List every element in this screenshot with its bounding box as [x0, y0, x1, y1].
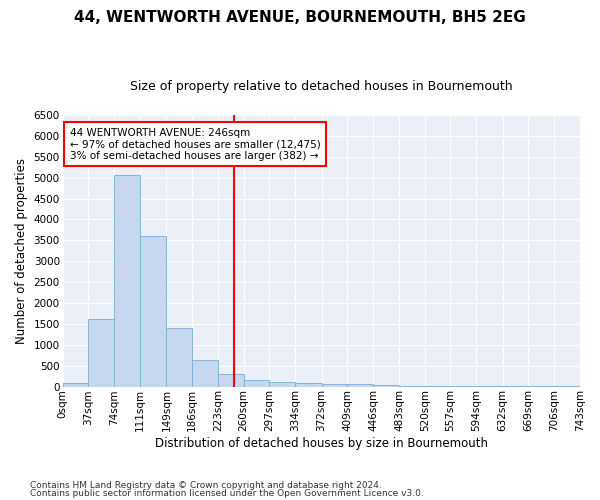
Bar	[192, 360, 218, 386]
Bar	[347, 384, 373, 386]
Bar	[218, 374, 244, 386]
Bar	[269, 382, 295, 386]
Bar	[322, 384, 347, 386]
Text: Contains HM Land Registry data © Crown copyright and database right 2024.: Contains HM Land Registry data © Crown c…	[30, 481, 382, 490]
Text: 44 WENTWORTH AVENUE: 246sqm
← 97% of detached houses are smaller (12,475)
3% of : 44 WENTWORTH AVENUE: 246sqm ← 97% of det…	[70, 128, 320, 160]
Title: Size of property relative to detached houses in Bournemouth: Size of property relative to detached ho…	[130, 80, 512, 93]
Text: 44, WENTWORTH AVENUE, BOURNEMOUTH, BH5 2EG: 44, WENTWORTH AVENUE, BOURNEMOUTH, BH5 2…	[74, 10, 526, 25]
Bar	[295, 384, 322, 386]
Bar	[166, 328, 192, 386]
Text: Contains public sector information licensed under the Open Government Licence v3: Contains public sector information licen…	[30, 488, 424, 498]
Bar	[88, 318, 114, 386]
Bar	[114, 174, 140, 386]
X-axis label: Distribution of detached houses by size in Bournemouth: Distribution of detached houses by size …	[155, 437, 488, 450]
Bar	[62, 384, 88, 386]
Y-axis label: Number of detached properties: Number of detached properties	[15, 158, 28, 344]
Bar	[140, 236, 166, 386]
Bar	[244, 380, 269, 386]
